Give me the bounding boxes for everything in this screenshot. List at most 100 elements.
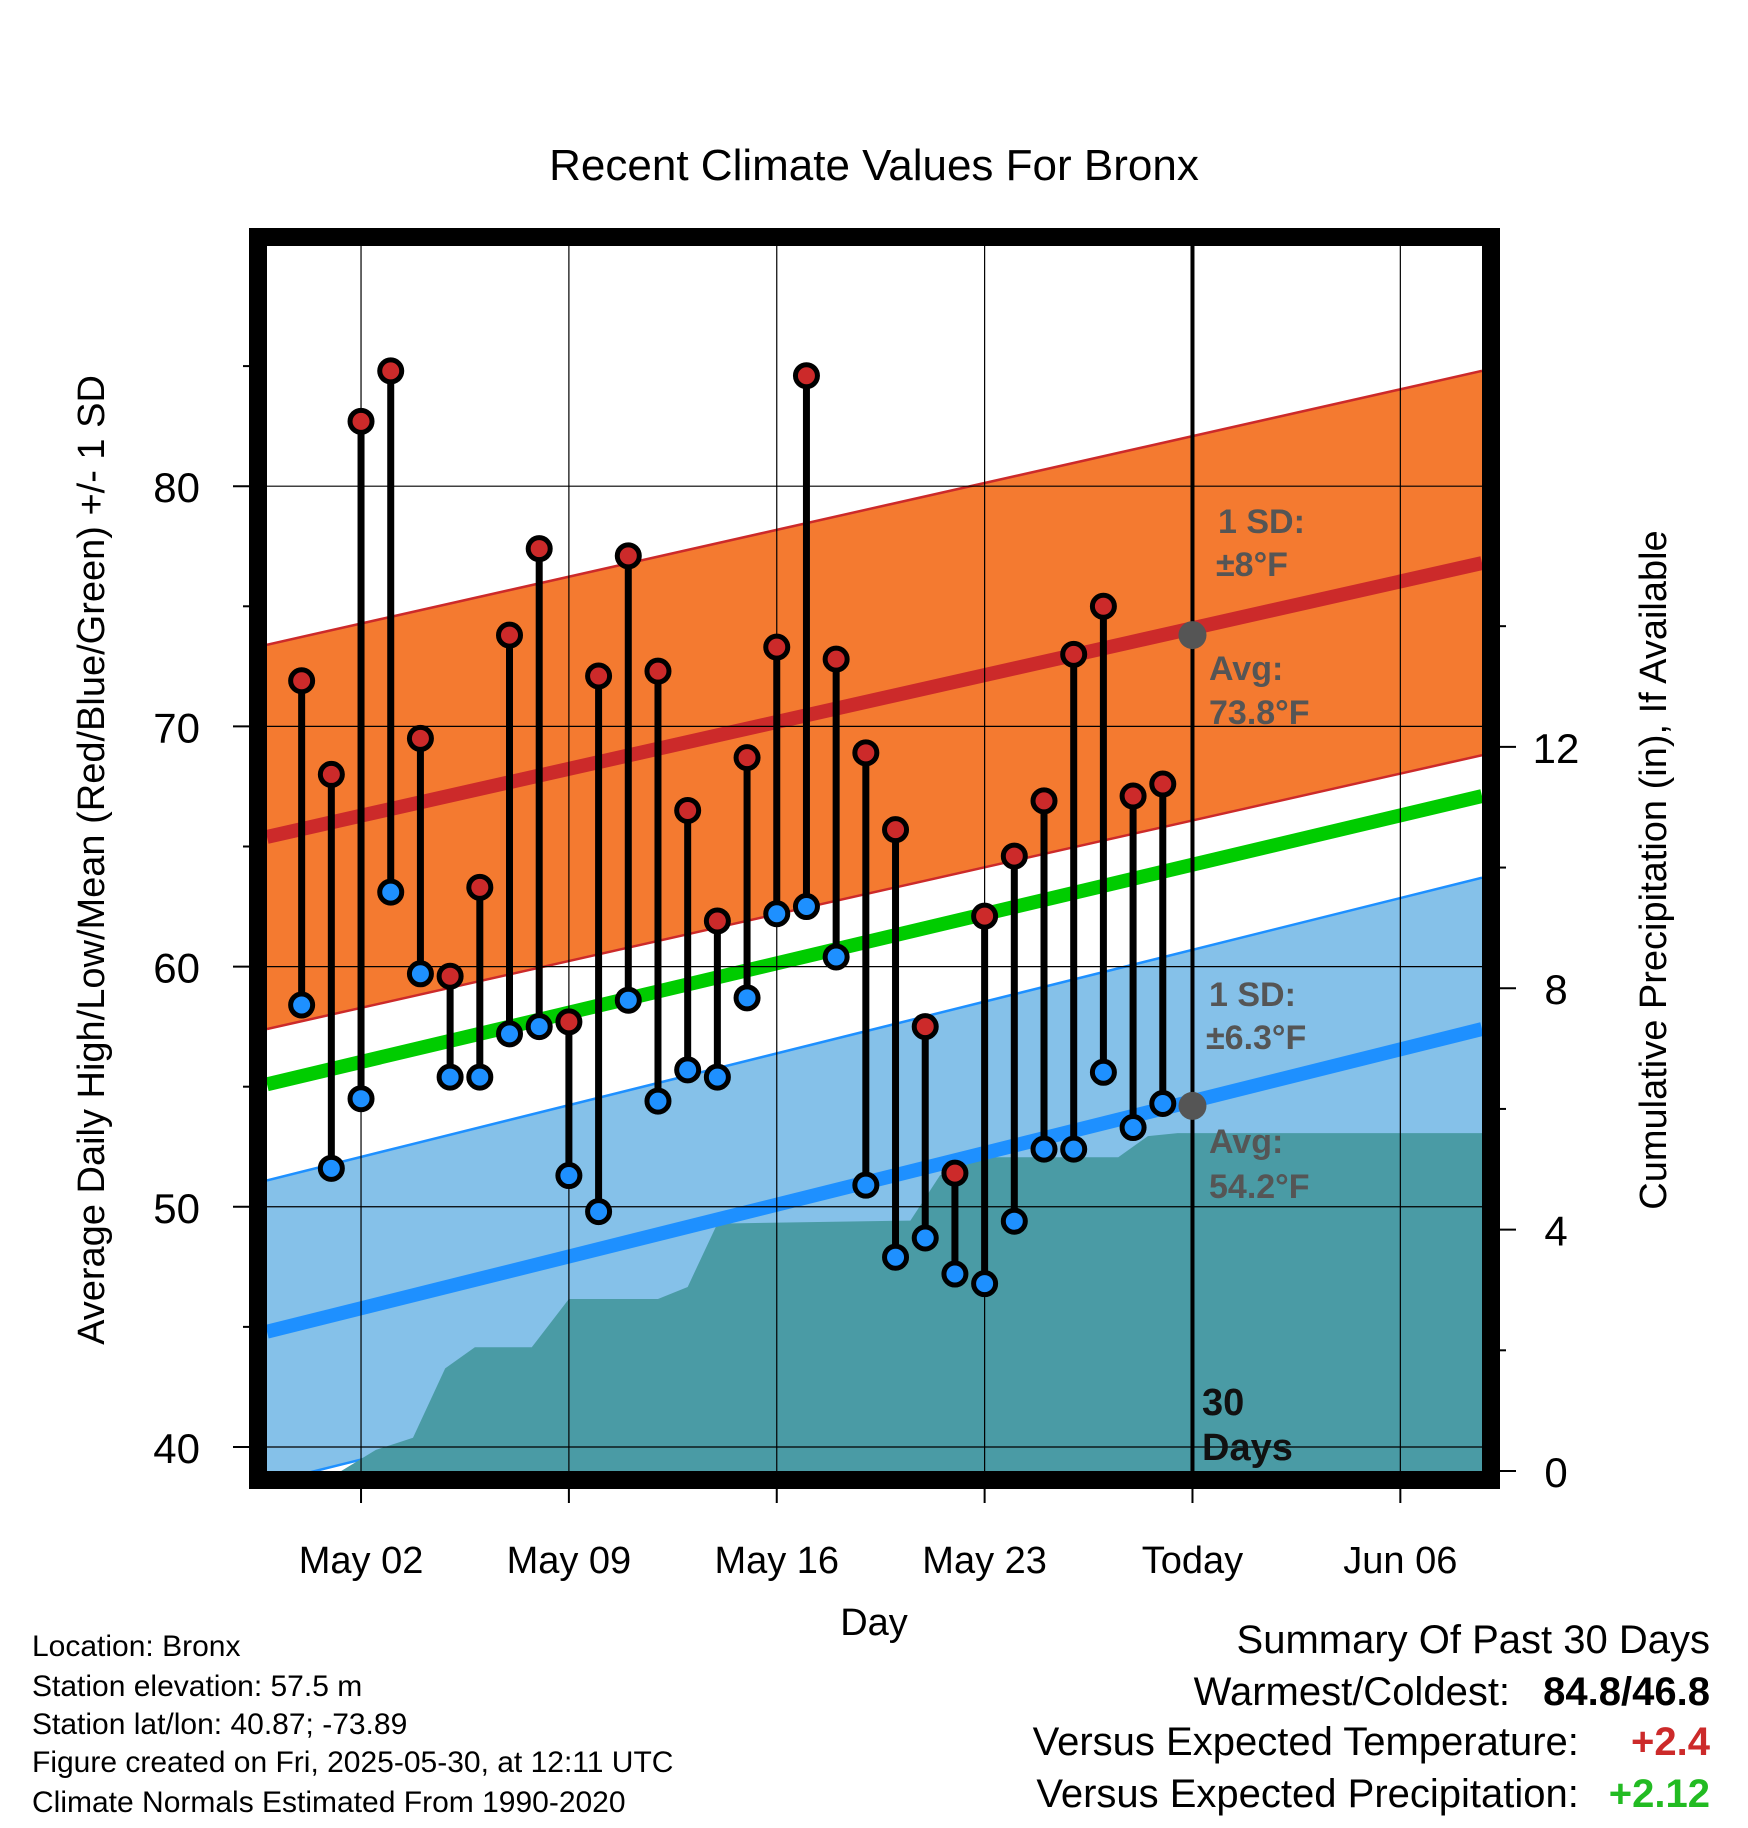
high-temp-point [614,542,642,570]
low-temp-point [882,1243,910,1271]
low-temp-point [1030,1135,1058,1163]
high-temp-point [288,667,316,695]
low-temp-point [466,1063,494,1091]
low-temp-point [1000,1207,1028,1235]
high-temp-point [792,362,820,390]
high-temp-point [555,1008,583,1036]
high-avg-marker [1178,621,1207,650]
summary-warmest-label: Warmest/Coldest: [1193,1670,1511,1714]
average-normal-mean-line [267,789,1482,1092]
low-sd-label: 1 SD: [1209,976,1296,1014]
summary-precipitation-value: +2.12 [1608,1772,1710,1816]
low-temp-point [614,986,642,1014]
low-temp-point [585,1198,613,1226]
low-temp-point [406,960,434,988]
low-temp-point [525,1013,553,1041]
low-temp-point [911,1224,939,1252]
high-sd-value: ±8°F [1216,546,1288,584]
high-temp-point [1030,787,1058,815]
high-temp-point [703,907,731,935]
x-tick-label: May 02 [299,1540,424,1582]
high-temp-point [1060,640,1088,668]
low-temp-point [1119,1114,1147,1142]
high-temp-point [882,816,910,844]
low-temp-point [792,893,820,921]
y-tick-label: 80 [153,464,200,511]
x-tick-label: Jun 06 [1343,1540,1457,1582]
summary-temperature: Versus Expected Temperature: +2.4 [1033,1720,1710,1765]
low-sd-value: ±6.3°F [1206,1019,1306,1057]
y-axis-label: Average Daily High/Low/Mean (Red/Blue/Gr… [71,375,113,1345]
high-sd-label: 1 SD: [1218,503,1305,541]
low-temp-point [703,1063,731,1091]
y2-tick-label: 0 [1544,1449,1567,1496]
low-temp-point [1060,1135,1088,1163]
days-label-number: 30 [1202,1382,1244,1424]
chart-title: Recent Climate Values For Bronx [549,141,1199,190]
low-temp-point [1089,1058,1117,1086]
high-temp-point [436,962,464,990]
low-temp-point [347,1085,375,1113]
high-temp-point [525,535,553,563]
y2-tick-label: 12 [1533,725,1580,772]
footer-latlon: Station lat/lon: 40.87; -73.89 [32,1708,408,1741]
high-temp-point [585,662,613,690]
high-temp-point [1000,842,1028,870]
low-temp-point [288,991,316,1019]
low-temp-point [377,878,405,906]
high-temp-point [733,744,761,772]
high-temp-point [496,621,524,649]
high-temp-point [674,796,702,824]
y-tick-label: 70 [153,704,200,751]
low-temp-point [941,1260,969,1288]
plot-area [267,246,1482,1471]
y-tick-label: 50 [153,1185,200,1232]
low-avg-value: 54.2°F [1209,1168,1310,1206]
high-temp-point [406,724,434,752]
high-temp-point [347,407,375,435]
x-tick-label: May 09 [507,1540,632,1582]
high-temp-point [852,739,880,767]
summary-warmest-value: 84.8/46.8 [1543,1670,1710,1714]
low-temp-point [733,984,761,1012]
summary-title: Summary Of Past 30 Days [1236,1618,1710,1662]
high-temp-point [1089,592,1117,620]
x-tick-label: May 23 [922,1540,1047,1582]
high-temp-point [466,873,494,901]
high-avg-value: 73.8°F [1209,694,1310,732]
footer-normals: Climate Normals Estimated From 1990-2020 [32,1786,626,1819]
summary-precipitation: Versus Expected Precipitation: +2.12 [1036,1772,1710,1817]
footer-elevation: Station elevation: 57.5 m [32,1670,363,1703]
low-temp-point [317,1154,345,1182]
days-label-text: Days [1202,1427,1293,1469]
x-tick-label: May 16 [714,1540,839,1582]
low-temp-point [763,900,791,928]
footer-location: Location: Bronx [32,1630,241,1663]
x-axis-label: Day [840,1602,908,1644]
high-temp-point [317,760,345,788]
summary-precipitation-label: Versus Expected Precipitation: [1036,1772,1579,1816]
low-temp-point [971,1270,999,1298]
low-temp-point [555,1162,583,1190]
low-temp-point [496,1020,524,1048]
footer-created: Figure created on Fri, 2025-05-30, at 12… [32,1746,674,1779]
summary-temperature-value: +2.4 [1631,1720,1710,1764]
y2-tick-label: 4 [1544,1208,1567,1255]
high-temp-point [971,902,999,930]
high-temp-point [763,633,791,661]
low-normal-band-upper-edge [267,876,1482,1182]
y2-axis-label: Cumulative Precipitation (in), If Availa… [1633,530,1675,1209]
high-normal-mean-line [267,556,1482,844]
high-temp-point [941,1159,969,1187]
precipitation-area [267,1133,1482,1471]
low-temp-point [1149,1090,1177,1117]
y2-tick-label: 8 [1544,966,1567,1013]
high-avg-label: Avg: [1209,650,1283,688]
summary-temperature-label: Versus Expected Temperature: [1032,1720,1579,1764]
low-temp-point [822,943,850,971]
high-temp-point [911,1013,939,1041]
low-temp-point [436,1063,464,1091]
low-avg-label: Avg: [1209,1123,1283,1161]
low-temp-point [644,1087,672,1115]
